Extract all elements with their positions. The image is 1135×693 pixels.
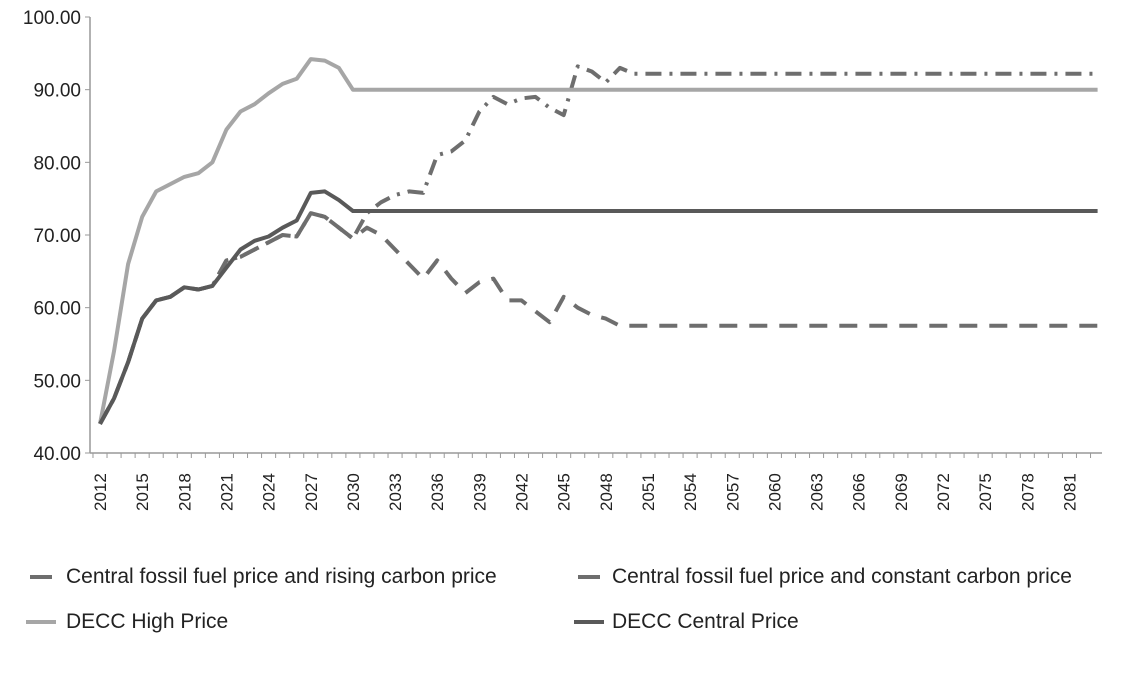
x-tick-label: 2048 [597,473,616,511]
y-tick-label: 80.00 [33,153,81,174]
x-tick-label: 2045 [555,473,574,511]
y-tick-label: 50.00 [33,371,81,392]
y-tick-label: 70.00 [33,226,81,247]
x-tick-label: 2078 [1018,473,1037,511]
legend-item-decc-high: DECC High Price [26,610,228,634]
x-tick-label: 2024 [260,473,279,511]
x-tick-label: 2081 [1060,473,1079,511]
x-tick-label: 2066 [850,473,869,511]
legend-label-decc-high: DECC High Price [66,610,229,633]
series-line-3 [98,189,1098,425]
legend-marker-rising-carbon [30,575,52,579]
x-tick-label: 2027 [302,473,321,511]
y-tick-label: 100.00 [23,8,81,29]
x-tick-label: 2018 [175,473,194,511]
x-tick-label: 2021 [217,473,236,511]
legend-item-rising-carbon: Central fossil fuel price and rising car… [30,565,497,589]
x-tick-label: 2072 [934,473,953,511]
legend-item-decc-central: DECC Central Price [574,610,799,634]
legend-label-rising-carbon: Central fossil fuel price and rising car… [66,565,497,588]
legend-marker-decc-central [574,620,604,624]
x-tick-label: 2054 [681,473,700,511]
x-tick-label: 2012 [91,473,110,511]
y-tick-label: 90.00 [33,81,81,102]
series-line-1 [98,211,1098,425]
x-tick-label: 2057 [723,473,742,511]
y-tick-label: 40.00 [33,444,81,465]
x-tick-label: 2060 [765,473,784,511]
x-tick-label: 2033 [386,473,405,511]
x-tick-label: 2039 [470,473,489,511]
legend-marker-constant-carbon [578,575,600,579]
legend-item-constant-carbon: Central fossil fuel price and constant c… [578,565,1072,589]
legend-label-decc-central: DECC Central Price [612,610,799,633]
x-tick-label: 2051 [639,473,658,511]
series-line-2 [98,57,1098,425]
x-tick-label: 2030 [344,473,363,511]
x-tick-label: 2063 [808,473,827,511]
legend-marker-decc-high [26,620,56,624]
legend-label-constant-carbon: Central fossil fuel price and constant c… [612,565,1072,588]
y-tick-label: 60.00 [33,299,81,320]
x-tick-label: 2069 [892,473,911,511]
x-tick-label: 2036 [428,473,447,511]
x-tick-label: 2015 [133,473,152,511]
x-tick-label: 2075 [976,473,995,511]
x-tick-label: 2042 [513,473,532,511]
